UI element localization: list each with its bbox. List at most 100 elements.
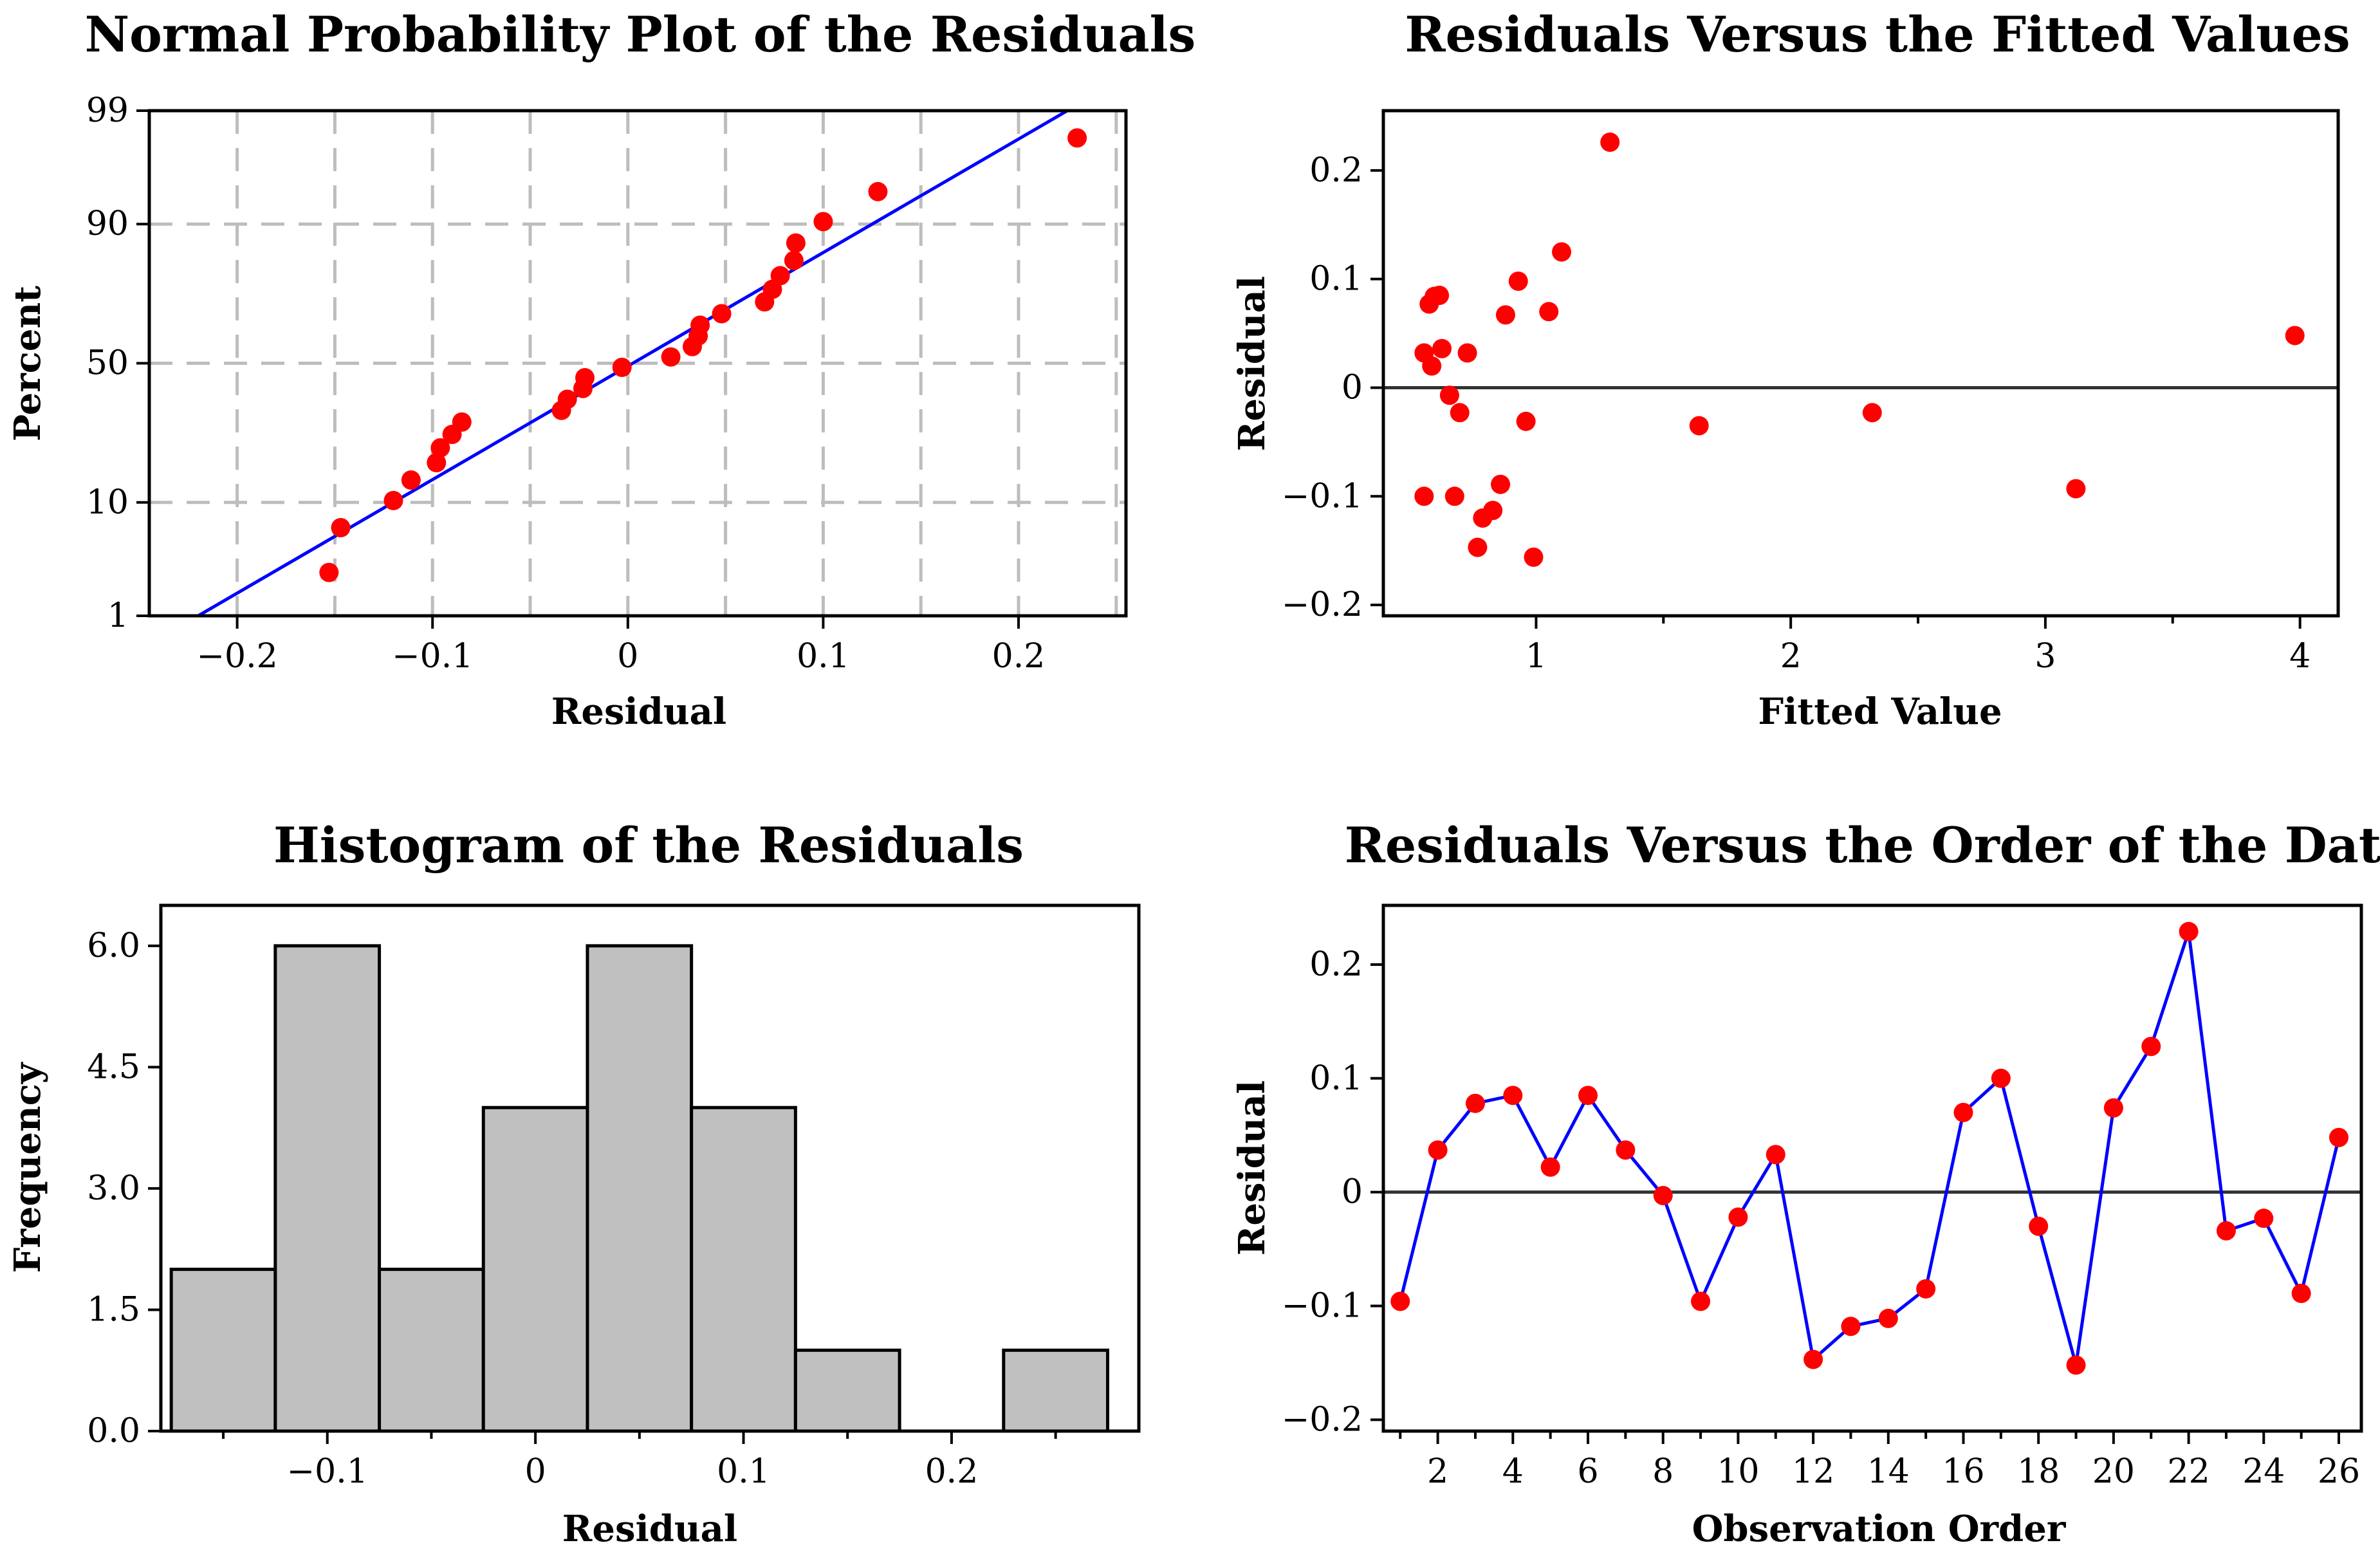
histogram-bar bbox=[273, 944, 382, 1433]
panel-title: Normal Probability Plot of the Residuals bbox=[85, 6, 1196, 63]
y-tick-label: 4.5 bbox=[87, 1048, 140, 1086]
fitted-values-panel: Residuals Versus the Fitted Values 1 2 3 4 −… bbox=[1231, 6, 2350, 733]
y-tick-label: 90 bbox=[86, 205, 129, 243]
y-axis-label: Residual bbox=[1231, 276, 1273, 451]
y-tick-label: 3.0 bbox=[87, 1169, 140, 1208]
histogram-bar bbox=[481, 1105, 589, 1433]
data-point bbox=[2103, 1098, 2123, 1118]
data-point bbox=[1491, 474, 1511, 494]
data-point bbox=[1516, 411, 1536, 431]
x-axis-label: Observation Order bbox=[1692, 1508, 2067, 1550]
observation-order-panel: Residuals Versus the Order of the Data 2… bbox=[1231, 817, 2380, 1550]
data-point bbox=[319, 562, 339, 582]
data-point bbox=[1803, 1349, 1823, 1369]
data-point bbox=[1953, 1102, 1973, 1122]
x-tick-label: 4 bbox=[2289, 637, 2311, 676]
data-point bbox=[1600, 132, 1620, 152]
data-point bbox=[1689, 416, 1709, 436]
y-tick-label: 1.5 bbox=[87, 1290, 140, 1329]
x-tick-label: 10 bbox=[1717, 1452, 1759, 1491]
data-point bbox=[1552, 242, 1572, 262]
x-tick-label: −0.1 bbox=[392, 637, 473, 676]
data-point bbox=[712, 304, 732, 324]
data-point bbox=[1444, 486, 1464, 506]
y-tick-label: 50 bbox=[86, 344, 129, 383]
x-tick-label: 2 bbox=[1780, 637, 1802, 676]
data-point bbox=[383, 490, 403, 510]
data-point bbox=[1465, 1093, 1485, 1113]
x-tick-label: 6 bbox=[1577, 1452, 1598, 1491]
x-tick-label: 0.2 bbox=[925, 1452, 979, 1491]
x-tick-label: −0.1 bbox=[287, 1452, 368, 1491]
y-tick-label: 0 bbox=[1342, 368, 1363, 407]
data-point bbox=[1508, 272, 1528, 291]
data-point bbox=[1691, 1291, 1711, 1311]
data-point bbox=[1524, 547, 1544, 567]
x-tick-label: 22 bbox=[2168, 1452, 2210, 1491]
x-tick-label: 0.1 bbox=[717, 1452, 770, 1491]
data-point bbox=[2285, 326, 2305, 346]
data-point bbox=[1578, 1086, 1598, 1105]
y-axis-label: Frequency bbox=[6, 1062, 49, 1273]
data-point bbox=[2179, 921, 2199, 941]
data-point bbox=[430, 438, 450, 458]
data-point bbox=[401, 470, 421, 490]
data-point bbox=[1862, 403, 1882, 423]
data-point bbox=[2329, 1127, 2348, 1147]
data-point bbox=[2254, 1208, 2274, 1228]
data-point bbox=[868, 181, 888, 201]
data-point bbox=[690, 315, 710, 335]
y-tick-label: −0.1 bbox=[1282, 477, 1363, 515]
x-tick-label: 12 bbox=[1792, 1452, 1834, 1491]
data-point bbox=[557, 389, 577, 409]
x-tick-label: 3 bbox=[2034, 637, 2056, 676]
x-tick-label: 0 bbox=[617, 637, 638, 676]
data-point bbox=[770, 266, 790, 286]
data-point bbox=[1390, 1291, 1410, 1311]
histogram-bar bbox=[1002, 1348, 1109, 1433]
data-point bbox=[612, 357, 632, 377]
y-tick-label: 0.1 bbox=[1309, 1059, 1363, 1098]
panel-title: Residuals Versus the Order of the Data bbox=[1345, 817, 2380, 874]
data-point bbox=[2216, 1221, 2236, 1241]
histogram-bar bbox=[378, 1268, 485, 1433]
data-point bbox=[1067, 128, 1087, 148]
residual-series-line bbox=[1398, 930, 2341, 1366]
data-point bbox=[1439, 385, 1459, 405]
y-tick-label: 0.0 bbox=[87, 1412, 140, 1450]
data-point bbox=[1495, 305, 1515, 325]
y-tick-label: −0.2 bbox=[1282, 1400, 1363, 1439]
y-axis-label: Percent bbox=[6, 286, 49, 441]
x-tick-label: −0.2 bbox=[196, 637, 277, 676]
x-tick-label: 0 bbox=[525, 1452, 546, 1491]
data-point bbox=[1414, 486, 1434, 506]
x-axis-label: Residual bbox=[562, 1508, 737, 1550]
y-tick-label: −0.1 bbox=[1282, 1286, 1363, 1325]
data-point bbox=[1422, 356, 1442, 376]
y-tick-label: 0.2 bbox=[1309, 151, 1363, 190]
data-point bbox=[1766, 1145, 1785, 1165]
data-point bbox=[786, 233, 806, 253]
y-tick-label: 6.0 bbox=[87, 927, 140, 965]
histogram-panel: Histogram of the Residuals −0.1 0 0.1 0.2 0.… bbox=[6, 817, 1141, 1550]
data-point bbox=[2066, 1355, 2086, 1375]
plot-frame bbox=[1381, 903, 2363, 1433]
plot-frame bbox=[1381, 109, 2340, 618]
histogram-bar bbox=[586, 944, 694, 1433]
x-tick-label: 18 bbox=[2017, 1452, 2060, 1491]
y-tick-label: 0.2 bbox=[1309, 945, 1363, 984]
data-point bbox=[1428, 1140, 1448, 1160]
x-tick-label: 4 bbox=[1502, 1452, 1524, 1491]
y-tick-label: 0.1 bbox=[1309, 260, 1363, 299]
data-point bbox=[2066, 479, 2086, 499]
data-point bbox=[1432, 338, 1452, 358]
data-point bbox=[452, 412, 472, 432]
data-point bbox=[1728, 1207, 1748, 1227]
y-axis-label: Residual bbox=[1231, 1080, 1273, 1255]
histogram-bar bbox=[690, 1105, 797, 1433]
data-point bbox=[1468, 537, 1488, 557]
histogram-bar bbox=[793, 1348, 901, 1433]
data-point bbox=[331, 517, 351, 537]
panel-title: Histogram of the Residuals bbox=[273, 817, 1024, 874]
